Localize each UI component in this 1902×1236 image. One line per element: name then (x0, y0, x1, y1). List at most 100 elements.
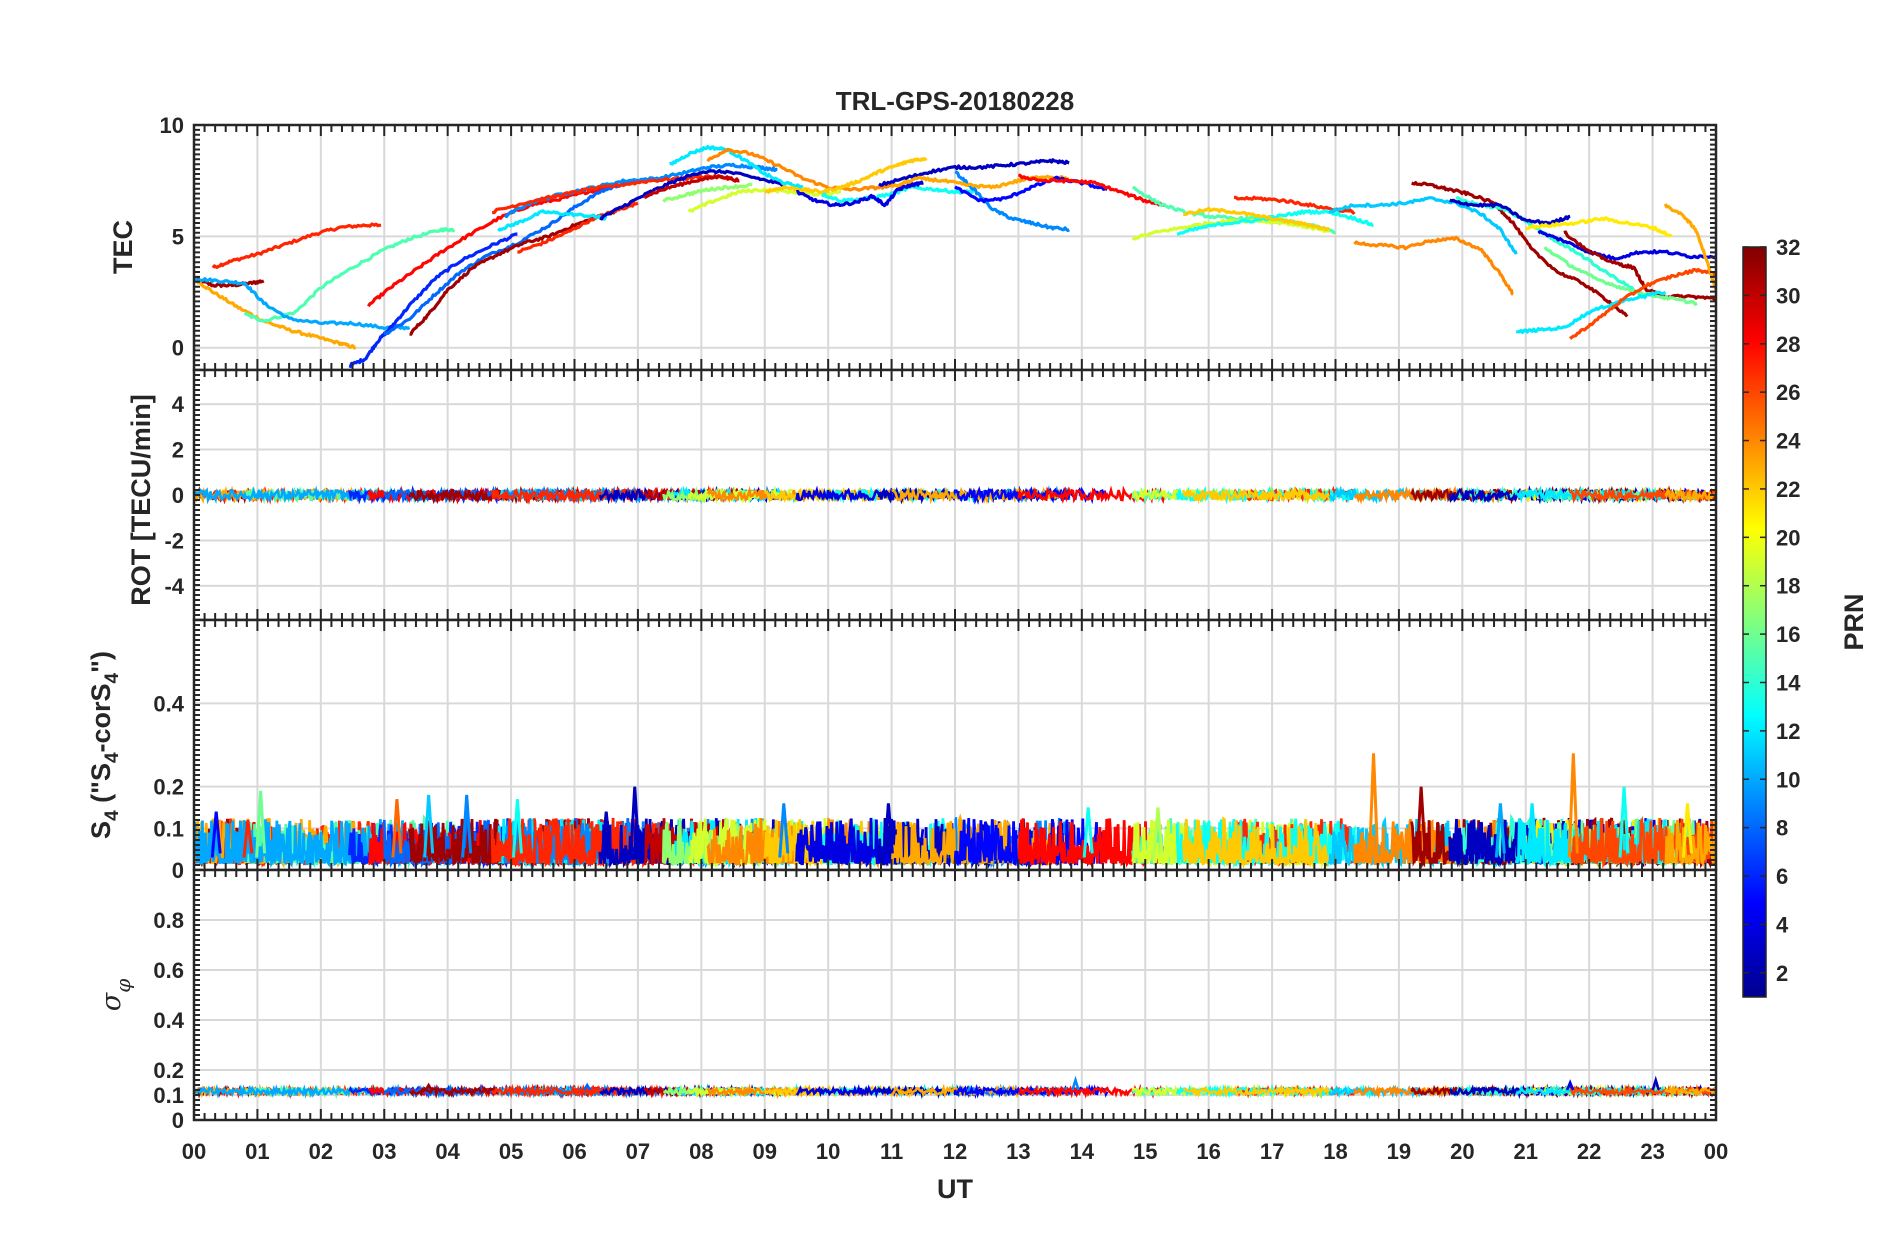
tec-panel: 0 5 10 (160, 113, 1718, 372)
x-axis: 00 01 02 03 04 05 06 07 08 09 10 11 12 13 14 15 16 17 18 19… (182, 1139, 1728, 1164)
x-tick-label: 02 (309, 1139, 333, 1164)
y-tick-label: 0.1 (153, 816, 184, 841)
sigma-phi-panel: 00.10.2 0.4 0.6 0.8 (153, 868, 1718, 1133)
tec-series-line (643, 174, 740, 200)
tec-series-line (764, 157, 928, 195)
tec-series-line (1411, 181, 1629, 318)
tec-series-line (954, 175, 1109, 204)
tec-series-line (1455, 196, 1648, 300)
sigma-phi-series-line (1183, 1083, 1331, 1099)
x-tick-label: 18 (1323, 1139, 1347, 1164)
colorbar-tick-label: 16 (1776, 622, 1800, 647)
s4-spike (423, 794, 435, 858)
data-series (194, 1075, 1716, 1100)
s4-spike (391, 799, 403, 858)
colorbar-tick-label: 28 (1776, 332, 1800, 357)
tec-y-label: TEC (108, 220, 138, 274)
tec-series-line (706, 148, 905, 192)
minor-ticks (193, 869, 1717, 1121)
tec-series-line (497, 209, 608, 232)
x-tick-label: 04 (435, 1139, 460, 1164)
tec-series-line (1449, 198, 1571, 226)
y-tick-label: 2 (172, 438, 184, 463)
colorbar-tick-label: 4 (1776, 912, 1789, 937)
colorbar-tick-label: 6 (1776, 864, 1788, 889)
tec-series-line (194, 277, 357, 350)
s4-spike (1494, 803, 1506, 858)
sigma-phi-series-line (953, 1083, 1109, 1099)
s4-spike (629, 786, 641, 858)
y-tick-label: 0 (172, 1108, 184, 1133)
rot-series-line (1182, 485, 1331, 505)
s4-spike (1526, 803, 1538, 858)
s4-spike (461, 794, 473, 858)
x-tick-label: 01 (245, 1139, 269, 1164)
x-tick-label: 10 (816, 1139, 840, 1164)
sigma-phi-spike (1651, 1075, 1660, 1091)
x-tick-label: 16 (1196, 1139, 1220, 1164)
minor-ticks (193, 619, 1717, 871)
rot-series-line (1353, 485, 1514, 505)
colorbar-tick-label: 24 (1776, 429, 1801, 454)
rot-panel: -4 -2 0 2 4 (164, 368, 1718, 622)
y-tick-label: -2 (164, 528, 184, 553)
data-series (194, 485, 1716, 505)
y-tick-label: 0.4 (153, 691, 184, 716)
y-tick-label: -4 (164, 574, 184, 599)
x-tick-label: 03 (372, 1139, 396, 1164)
x-tick-label: 20 (1450, 1139, 1474, 1164)
tec-series-line (211, 222, 382, 269)
x-tick-label: 08 (689, 1139, 713, 1164)
tec-series-line (491, 173, 734, 215)
sigma-phi-series-line (1664, 1084, 1716, 1098)
colorbar-tick-label: 22 (1776, 477, 1800, 502)
s4-panel: 0 0.1 0.2 0.4 (153, 618, 1718, 883)
x-tick-label: 22 (1577, 1139, 1601, 1164)
tec-series-line (687, 187, 842, 213)
colorbar-gradient (1742, 246, 1767, 998)
colorbar-tick-label: 30 (1776, 283, 1800, 308)
x-tick-label: 00 (1704, 1139, 1728, 1164)
tec-series-line (1569, 268, 1716, 340)
tec-series-line (890, 174, 1070, 190)
tec-series-line (599, 168, 784, 221)
sigma-phi-y-label: σφ (96, 979, 135, 1011)
colorbar-tick-label: 20 (1776, 525, 1800, 550)
x-tick-label: 17 (1260, 1139, 1284, 1164)
colorbar-tick-label: 26 (1776, 380, 1800, 405)
sigma-phi-spike (1071, 1075, 1080, 1091)
y-tick-label: 0.2 (153, 1058, 184, 1083)
x-tick-label: 06 (562, 1139, 586, 1164)
colorbar-tick-label: 10 (1776, 767, 1800, 792)
x-tick-label: 15 (1133, 1139, 1157, 1164)
x-tick-label: 09 (753, 1139, 777, 1164)
x-tick-label: 19 (1387, 1139, 1411, 1164)
axes-frame (192, 868, 1718, 1122)
minor-ticks (193, 124, 1717, 371)
sigma-phi-spike (583, 1082, 592, 1091)
sigma-phi-series-line (1175, 1083, 1375, 1100)
tec-series-line (243, 227, 456, 323)
y-tick-label: 5 (172, 224, 184, 249)
x-tick-label: 12 (943, 1139, 967, 1164)
colorbar-tick-label: 12 (1776, 719, 1800, 744)
svg-text:S4 ("S4-corS4"): S4 ("S4-corS4") (86, 651, 123, 839)
svg-text:σφ: σφ (96, 979, 135, 1011)
s4-spike (1082, 807, 1094, 858)
x-tick-label: 07 (626, 1139, 650, 1164)
y-tick-label: 0 (172, 858, 184, 883)
colorbar-label: PRN (1839, 593, 1869, 650)
tec-series-line (1131, 218, 1331, 241)
x-tick-label: 00 (182, 1139, 206, 1164)
s4-spike (600, 811, 612, 858)
chart-title: TRL-GPS-20180228 (836, 86, 1074, 116)
tec-series-line (1563, 230, 1716, 301)
tec-series-line (1328, 196, 1518, 255)
tec-series-line (409, 207, 620, 336)
y-tick-label: 0.4 (153, 1008, 184, 1033)
tec-series-line (795, 180, 924, 208)
x-tick-label: 23 (1640, 1139, 1664, 1164)
tec-series-line (954, 170, 1070, 233)
y-tick-label: 0.8 (153, 908, 184, 933)
